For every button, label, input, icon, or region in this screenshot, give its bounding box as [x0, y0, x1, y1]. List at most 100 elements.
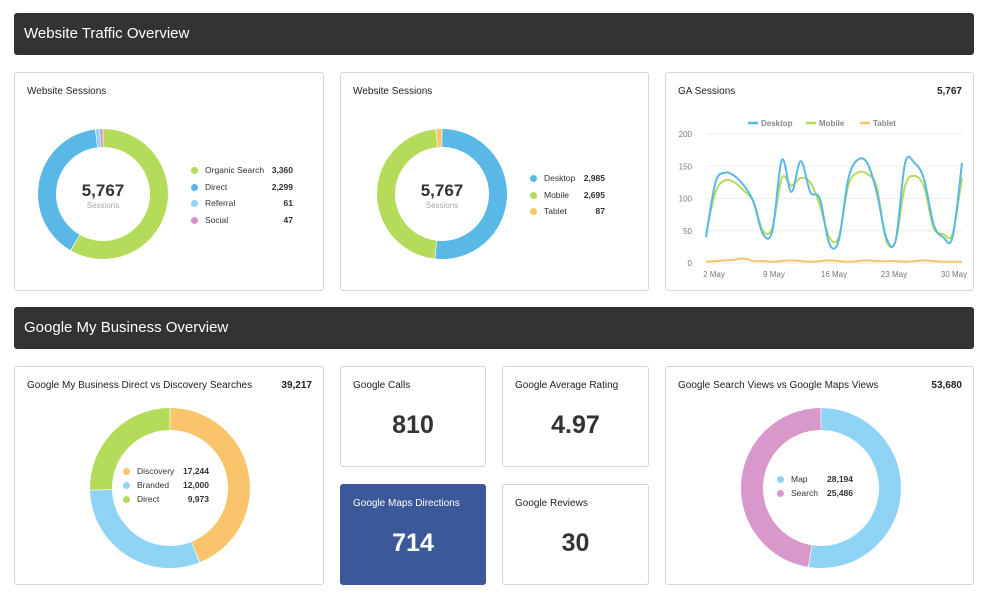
legend-item: Organic Search 3,360 [191, 162, 293, 179]
card-title: Google Search Views vs Google Maps Views [678, 380, 879, 391]
x-tick-label: 9 May [763, 270, 785, 279]
y-tick-label: 50 [683, 227, 692, 236]
donut-slice-map [808, 408, 901, 568]
card-title: Google Reviews [515, 498, 588, 509]
legend-label: Search [791, 488, 818, 498]
x-tick-label: 30 May [941, 270, 967, 279]
legend-item: Direct 2,299 [191, 179, 293, 196]
metric-value: 30 [561, 529, 590, 557]
legend-label: Discovery [137, 466, 175, 476]
donut-slice-branded [90, 489, 200, 568]
card-title: Website Sessions [27, 86, 107, 97]
y-tick-label: 200 [679, 130, 693, 139]
legend-item: Discovery 17,244 [123, 464, 209, 478]
metric-value: 714 [392, 529, 434, 557]
legend-label: Branded [137, 480, 170, 490]
donut-slice-tablet [436, 129, 442, 148]
legend-item-tablet: Tablet [860, 119, 896, 128]
legend-dot-icon [123, 482, 130, 489]
legend-item: Map 28,194 [777, 472, 853, 486]
center-label: Sessions [425, 201, 459, 210]
donut-chart-gmb-searches [90, 408, 251, 568]
legend: Organic Search 3,360 Direct 2,299 Referral… [191, 162, 293, 228]
donut-slice-search [740, 408, 821, 567]
y-tick-label: 100 [679, 195, 693, 204]
legend-item: Social 47 [191, 212, 293, 229]
donut-slice-mobile [376, 129, 438, 259]
legend-value: 87 [595, 206, 605, 216]
card-search-vs-maps-views: Google Search Views vs Google Maps Views… [665, 366, 974, 585]
legend-label: Tablet [544, 206, 567, 216]
card-google-calls: Google Calls 810 [340, 366, 486, 467]
card-title: GA Sessions [678, 86, 736, 97]
legend-item: Mobile 2,695 [530, 187, 605, 204]
x-tick-label: 16 May [821, 270, 847, 279]
center-value: 5,767 [420, 181, 464, 200]
legend-item: Desktop 2,985 [530, 170, 605, 187]
card-title: Google My Business Direct vs Discovery S… [27, 380, 253, 391]
legend-value: 12,000 [183, 480, 209, 490]
legend: Map 28,194 Search 25,486 [777, 472, 853, 500]
legend-dot-icon [530, 191, 537, 199]
legend-label: Referral [205, 198, 236, 208]
legend-label: Desktop [761, 119, 793, 128]
card-title: Website Sessions [353, 86, 433, 97]
legend-dot-icon [191, 183, 198, 191]
legend-label: Mobile [819, 119, 845, 128]
legend-dot-icon [123, 496, 130, 503]
donut-slice-referral [95, 129, 101, 148]
legend-label: Map [791, 474, 808, 484]
legend-label: Organic Search [205, 165, 265, 175]
donut-slice-social [100, 129, 103, 148]
series-line-tablet [705, 257, 962, 263]
legend-item-desktop: Desktop [748, 119, 793, 128]
legend-dot-icon [123, 468, 130, 475]
legend-dot-icon [530, 175, 537, 182]
donut-chart-device [376, 129, 508, 259]
legend-label: Direct [137, 494, 160, 504]
x-tick-label: 23 May [881, 270, 907, 279]
card-ga-sessions: GA Sessions 5,767 Desktop Mobile Tablet 0 50… [665, 72, 974, 291]
y-tick-label: 150 [679, 162, 693, 171]
legend-item: Referral 61 [191, 195, 293, 212]
donut-slice-discovery [170, 408, 251, 563]
donut-slice-desktop [435, 129, 508, 259]
legend-item: Direct 9,973 [123, 492, 209, 506]
center-value: 5,767 [81, 181, 125, 200]
legend-value: 2,985 [583, 173, 605, 183]
legend-item: Search 25,486 [777, 486, 853, 500]
legend-value: 25,486 [827, 488, 853, 498]
legend-item-mobile: Mobile [806, 119, 845, 128]
legend: Discovery 17,244 Branded 12,000 Direct 9,97… [123, 464, 209, 506]
card-total: 39,217 [281, 380, 312, 391]
donut-chart-search-maps [740, 408, 901, 568]
line-chart-ga-sessions: Desktop Mobile Tablet 0 50 100 150 200 2 May 9 Ma… [679, 119, 967, 279]
legend-value: 3,360 [271, 165, 293, 175]
donut-chart-source [37, 129, 169, 259]
legend-value: 2,299 [271, 181, 293, 192]
section-header-gmb: Google My Business Overview [14, 307, 974, 349]
donut-slice-direct [37, 129, 98, 251]
legend-item: Tablet 87 [530, 203, 605, 220]
x-tick-label: 2 May [703, 270, 725, 279]
card-title: Google Average Rating [515, 380, 619, 391]
legend-dot-icon [191, 167, 198, 174]
section-header-traffic: Website Traffic Overview [14, 13, 974, 55]
legend-label: Social [205, 214, 229, 225]
card-google-reviews: Google Reviews 30 [502, 484, 649, 585]
card-google-maps-directions: Google Maps Directions 714 [340, 484, 486, 585]
legend-dot-icon [777, 490, 784, 497]
legend-label: Direct [205, 181, 228, 192]
legend-value: 2,695 [583, 189, 605, 200]
card-total: 53,680 [931, 380, 962, 391]
legend-value: 17,244 [183, 466, 209, 476]
card-website-sessions-source: Website Sessions 5,767 Sessions Organic … [14, 72, 324, 291]
donut-slice-organic-search [71, 129, 169, 259]
legend-item: Branded 12,000 [123, 478, 209, 492]
card-google-average-rating: Google Average Rating 4.97 [502, 366, 649, 467]
card-gmb-searches: Google My Business Direct vs Discovery S… [14, 366, 324, 585]
legend-value: 61 [283, 198, 293, 208]
metric-value: 4.97 [551, 411, 600, 439]
series-line-desktop [705, 155, 963, 250]
legend-label: Tablet [873, 119, 896, 128]
